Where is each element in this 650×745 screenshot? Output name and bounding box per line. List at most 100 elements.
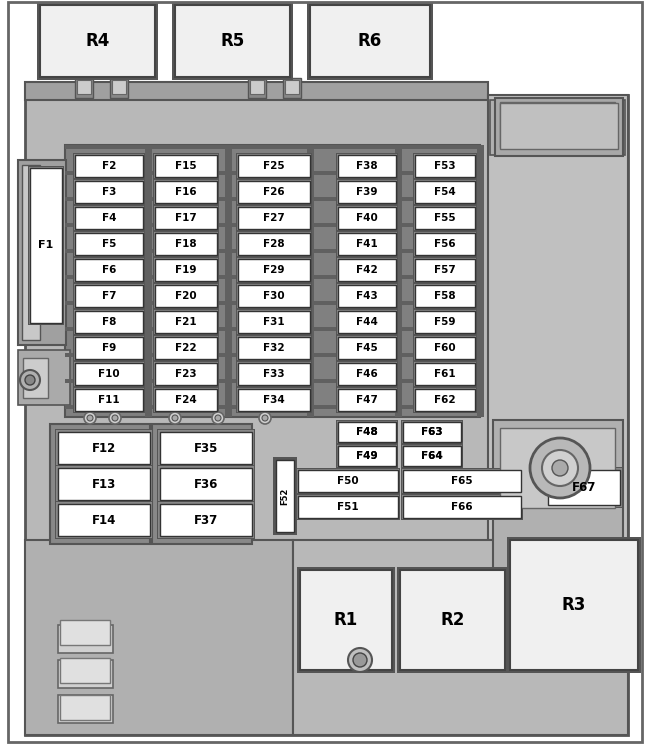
Bar	[307, 145, 314, 417]
Circle shape	[353, 653, 367, 667]
Text: F41: F41	[356, 239, 378, 249]
Bar	[22, 165, 40, 340]
Bar	[39, 4, 156, 78]
Bar	[77, 80, 91, 94]
Polygon shape	[25, 82, 488, 100]
Bar	[73, 361, 145, 387]
Bar	[58, 695, 113, 723]
Bar	[153, 335, 219, 361]
Text: F12: F12	[92, 442, 116, 454]
Text: F51: F51	[337, 502, 359, 512]
Bar	[58, 432, 150, 464]
Bar	[154, 388, 218, 412]
Bar	[338, 389, 396, 411]
Bar	[414, 180, 476, 204]
Bar	[236, 153, 312, 179]
Bar	[60, 695, 110, 720]
Bar	[238, 363, 310, 385]
Bar	[154, 232, 218, 256]
Bar	[414, 310, 476, 334]
Bar	[28, 166, 64, 325]
Text: F2: F2	[102, 161, 116, 171]
Text: F40: F40	[356, 213, 378, 223]
Text: F47: F47	[356, 395, 378, 405]
Bar	[155, 181, 217, 203]
Bar	[490, 100, 625, 155]
Bar	[336, 420, 398, 444]
Text: F61: F61	[434, 369, 456, 379]
Bar	[73, 153, 145, 179]
Bar	[283, 78, 301, 98]
Bar	[153, 231, 219, 257]
Bar	[75, 389, 143, 411]
Bar	[238, 285, 310, 307]
Text: F4: F4	[102, 213, 116, 223]
Bar	[58, 468, 150, 500]
Circle shape	[542, 450, 578, 486]
Bar	[336, 257, 398, 283]
Bar	[42, 170, 62, 180]
Text: F59: F59	[434, 317, 456, 327]
Text: R6: R6	[358, 32, 382, 50]
Bar	[75, 259, 143, 281]
Bar	[238, 337, 310, 359]
Bar	[18, 350, 70, 405]
Bar	[414, 284, 476, 308]
Bar	[65, 405, 480, 409]
Bar	[493, 420, 623, 580]
Bar	[238, 389, 310, 411]
Bar	[415, 155, 475, 177]
Bar	[250, 80, 264, 94]
Bar	[401, 494, 523, 520]
Bar	[158, 466, 254, 502]
Bar	[237, 310, 311, 334]
Bar	[237, 258, 311, 282]
Bar	[310, 5, 430, 77]
Bar	[307, 2, 433, 80]
Bar	[337, 445, 397, 467]
Bar	[337, 180, 397, 204]
Bar	[155, 337, 217, 359]
Bar	[73, 205, 145, 231]
Bar	[65, 275, 480, 279]
Bar	[74, 388, 144, 412]
Bar	[75, 207, 143, 229]
Bar	[236, 231, 312, 257]
Bar	[74, 258, 144, 282]
Bar	[415, 389, 475, 411]
Bar	[338, 337, 396, 359]
Bar	[297, 495, 399, 519]
Bar	[75, 155, 143, 177]
Text: F64: F64	[421, 451, 443, 461]
Bar	[507, 537, 641, 673]
Bar	[155, 233, 217, 255]
Bar	[237, 206, 311, 230]
Bar	[402, 495, 522, 519]
Text: F29: F29	[263, 265, 285, 275]
Bar	[238, 233, 310, 255]
Bar	[415, 207, 475, 229]
Bar	[237, 154, 311, 178]
Bar	[413, 361, 477, 387]
Bar	[297, 567, 395, 673]
Bar	[238, 155, 310, 177]
Bar	[495, 98, 623, 156]
Bar	[413, 179, 477, 205]
Bar	[74, 206, 144, 230]
Text: F65: F65	[451, 476, 473, 486]
Text: F3: F3	[102, 187, 116, 197]
Circle shape	[172, 415, 178, 421]
Text: F32: F32	[263, 343, 285, 353]
Bar	[37, 2, 158, 80]
Bar	[415, 181, 475, 203]
Text: F37: F37	[194, 513, 218, 527]
Bar	[415, 311, 475, 333]
Text: F35: F35	[194, 442, 218, 454]
Bar	[112, 80, 126, 94]
Bar	[153, 387, 219, 413]
Bar	[298, 470, 398, 492]
Text: F10: F10	[98, 369, 120, 379]
Circle shape	[25, 375, 35, 385]
Bar	[338, 259, 396, 281]
Bar	[336, 361, 398, 387]
